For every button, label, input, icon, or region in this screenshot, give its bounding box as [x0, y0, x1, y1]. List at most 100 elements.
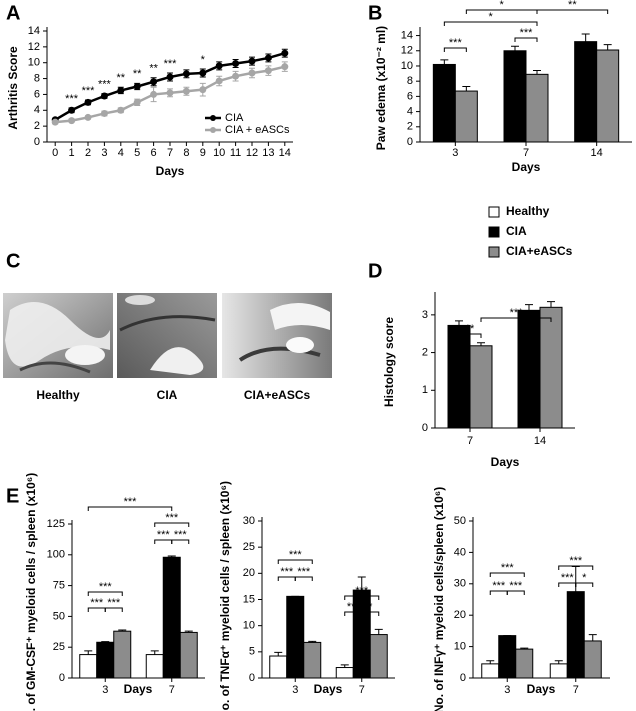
point: [248, 69, 256, 77]
error-bar: [603, 44, 612, 51]
error-bar: [84, 650, 93, 655]
point: [117, 86, 125, 94]
y-tick-label: 8: [34, 72, 40, 84]
significance-bracket: [536, 9, 609, 14]
legend-swatch: [210, 127, 216, 133]
error-bar: [455, 320, 463, 326]
x-tick-label: 10: [213, 147, 225, 159]
bar: [335, 667, 354, 679]
significance-bracket: [344, 595, 380, 600]
x-axis-label: Days: [512, 160, 541, 174]
error-bar: [167, 555, 176, 558]
legend-label: CIA: [225, 112, 244, 124]
significance: ***: [164, 58, 178, 70]
y-tick-label: 4: [34, 104, 40, 116]
significance: ***: [297, 566, 311, 578]
x-tick-label: 3: [101, 147, 107, 159]
point: [51, 118, 59, 126]
x-tick-label: 14: [534, 435, 546, 447]
bar: [583, 640, 602, 679]
significance: ***: [157, 529, 171, 541]
significance: ***: [174, 529, 188, 541]
significance: **: [149, 63, 158, 75]
error-bar: [440, 59, 449, 65]
significance-bracket: [154, 522, 190, 527]
y-tick-label: 20: [454, 609, 466, 621]
point: [100, 92, 108, 100]
error-bar: [533, 70, 541, 75]
significance-bracket: [558, 565, 594, 570]
significance-bracket: [506, 590, 525, 595]
y-tick-label: 10: [454, 641, 466, 653]
legend-swatch: [488, 226, 500, 238]
x-tick-label: 14: [591, 147, 603, 159]
y-tick-label: 125: [47, 518, 65, 530]
y-tick-label: 3: [422, 309, 428, 321]
y-tick-label: 10: [243, 620, 255, 632]
significance: ***: [501, 562, 515, 574]
bar: [162, 556, 181, 679]
y-tick-label: 14: [401, 29, 413, 41]
bar: [269, 655, 288, 679]
significance-bracket: [443, 47, 467, 52]
legend-swatch: [210, 115, 216, 121]
significance: ***: [509, 580, 523, 592]
bar: [498, 635, 517, 679]
significance-bracket: [458, 333, 482, 338]
significance: ***: [90, 597, 104, 609]
significance: *: [489, 11, 494, 23]
significance-bracket: [361, 611, 380, 616]
x-tick-label: 7: [523, 147, 529, 159]
bar: [369, 634, 388, 679]
y-tick-label: 50: [53, 610, 65, 622]
bar: [549, 663, 568, 679]
x-tick-label: 11: [230, 147, 241, 159]
error-bar: [374, 628, 383, 635]
x-axis-label: Days: [156, 164, 185, 178]
x-tick-label: 7: [359, 684, 365, 696]
x-tick-label: 1: [69, 147, 75, 159]
significance-bracket: [87, 506, 173, 511]
significance-bracket: [489, 572, 525, 577]
significance: **: [133, 68, 142, 80]
x-tick-label: 3: [504, 684, 510, 696]
point: [117, 106, 125, 114]
point: [199, 69, 207, 77]
significance-bracket: [277, 559, 313, 564]
error-bar: [340, 664, 349, 668]
error-bar: [184, 630, 193, 633]
y-axis-label: Paw edema (x10⁻² ml): [374, 26, 388, 150]
legend-label: CIA + eASCs: [225, 124, 290, 136]
y-tick-label: 5: [249, 646, 255, 658]
point: [166, 73, 174, 81]
bar: [574, 41, 598, 143]
significance: ***: [569, 555, 583, 567]
significance-bracket: [171, 539, 190, 544]
error-bar: [118, 629, 127, 632]
error-bar: [101, 641, 110, 643]
error-bar: [486, 660, 495, 664]
y-tick-label: 2: [34, 120, 40, 132]
x-tick-label: 13: [262, 147, 274, 159]
point: [133, 98, 141, 106]
x-tick-label: 7: [573, 684, 579, 696]
significance: ***: [347, 601, 361, 613]
y-tick-label: 0: [422, 422, 428, 434]
x-tick-label: 7: [467, 435, 473, 447]
y-tick-label: 12: [28, 41, 40, 53]
error-bar: [357, 576, 366, 591]
panel-label: C: [6, 250, 20, 272]
significance: ***: [280, 566, 294, 578]
point: [100, 109, 108, 117]
point: [248, 57, 256, 65]
bar: [481, 663, 500, 679]
significance: ***: [510, 307, 524, 319]
point: [264, 54, 272, 62]
y-tick-label: 4: [407, 105, 413, 117]
significance: ***: [65, 93, 79, 105]
point: [281, 63, 289, 71]
significance: *: [368, 601, 373, 613]
panel-label: A: [6, 2, 20, 24]
x-tick-label: 6: [151, 147, 157, 159]
